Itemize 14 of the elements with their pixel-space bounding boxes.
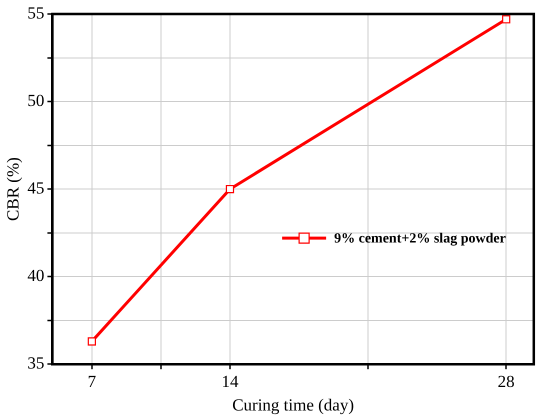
point bbox=[226, 184, 234, 194]
y-tick-label: 35 bbox=[27, 354, 44, 373]
legend-label: 9% cement+2% slag powder bbox=[334, 232, 506, 247]
x-tick-label: 28 bbox=[498, 372, 515, 391]
point bbox=[88, 337, 96, 346]
y-tick-label: 50 bbox=[27, 91, 44, 110]
y-tick-label: 45 bbox=[27, 178, 44, 198]
x-axis-title: Curing time (day) bbox=[232, 395, 354, 414]
x-tick-label: 14 bbox=[221, 372, 239, 391]
y-axis-title: CBR (%) bbox=[4, 157, 23, 221]
x-tick-label: 7 bbox=[88, 372, 97, 391]
y-tick-label: 40 bbox=[27, 266, 44, 286]
point bbox=[502, 15, 510, 24]
y-tick-label: 55 bbox=[27, 3, 44, 22]
